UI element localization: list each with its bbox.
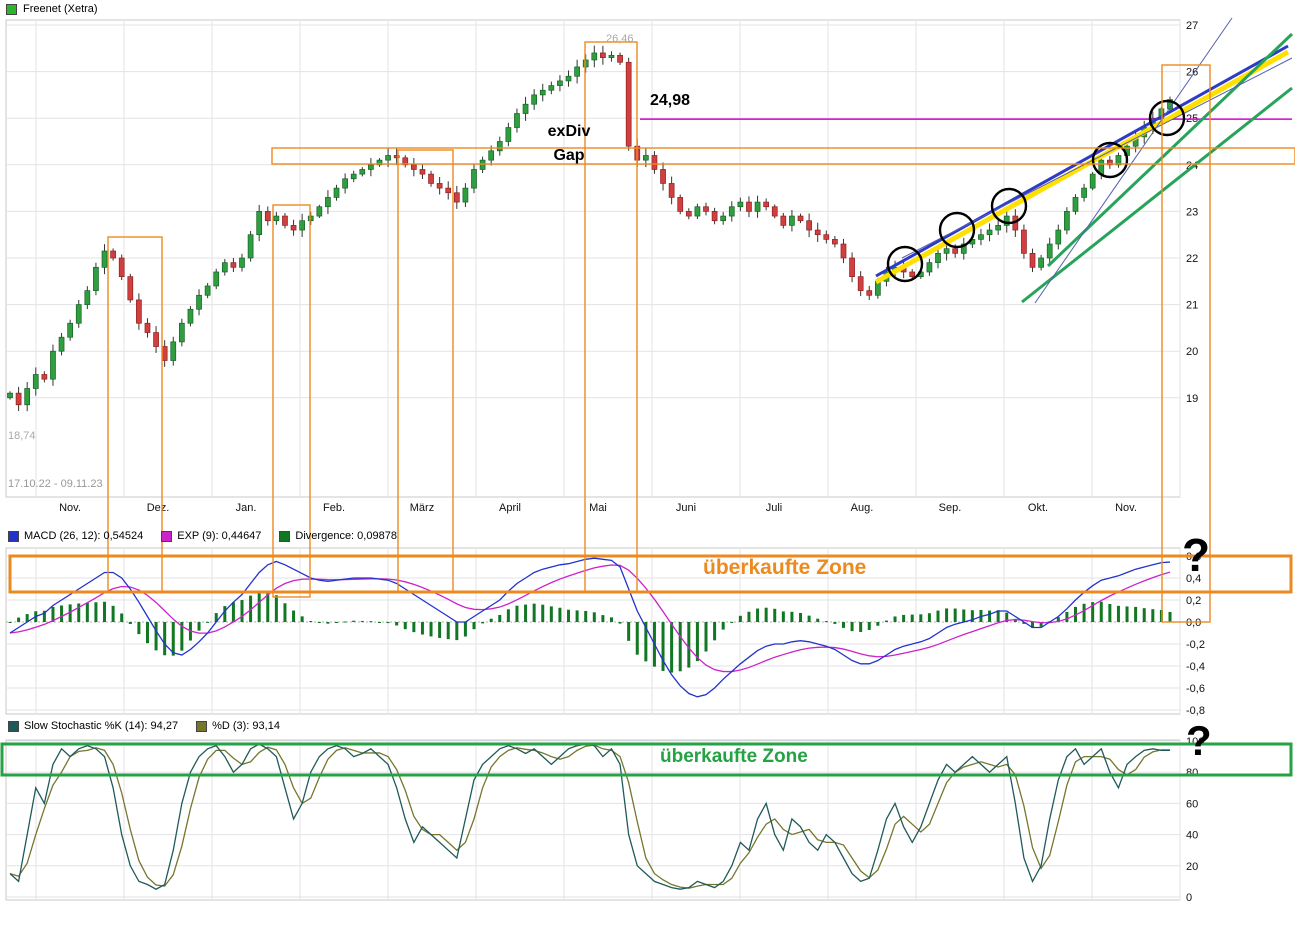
macd-divergence-legend-label: Divergence: 0,09878 — [295, 530, 397, 542]
macd-overbought-zone-label: überkaufte Zone — [703, 556, 867, 579]
svg-text:Mai: Mai — [589, 502, 607, 514]
svg-text:Aug.: Aug. — [851, 502, 874, 514]
svg-text:20: 20 — [1186, 346, 1198, 358]
svg-text:22: 22 — [1186, 253, 1198, 265]
macd-legend-item: MACD (26, 12): 0,54524 — [8, 530, 143, 542]
macd-overbought-box — [8, 554, 1293, 594]
svg-text:60: 60 — [1186, 798, 1198, 810]
svg-text:Sep.: Sep. — [939, 502, 962, 514]
svg-text:23: 23 — [1186, 206, 1198, 218]
stochastic-question-mark: ? — [1186, 717, 1212, 764]
macd-exp-legend-label: EXP (9): 0,44647 — [177, 530, 262, 542]
stochastic-d-swatch — [196, 720, 208, 732]
stochastic-legend: Slow Stochastic %K (14): 94,27 %D (3): 9… — [8, 720, 280, 732]
stochastic-k-line — [9, 743, 1170, 890]
macd-divergence-legend-item: Divergence: 0,09878 — [279, 530, 397, 542]
exdiv-gap-annotation: exDiv Gap — [524, 120, 614, 168]
svg-text:-0,8: -0,8 — [1186, 705, 1205, 717]
stochastic-k-swatch — [8, 720, 19, 732]
macd-divergence-swatch — [279, 530, 291, 542]
stochastic-k-legend-item: Slow Stochastic %K (14): 94,27 — [8, 720, 178, 732]
svg-text:Jan.: Jan. — [236, 502, 257, 514]
resistance-price-label: 24,98 — [650, 92, 691, 109]
macd-line — [9, 557, 1171, 698]
svg-text:Feb.: Feb. — [323, 502, 345, 514]
high-price-label: 26,46 — [606, 33, 634, 45]
svg-text:0: 0 — [1186, 892, 1192, 904]
svg-text:Juni: Juni — [676, 502, 696, 514]
macd-legend-label: MACD (26, 12): 0,54524 — [24, 530, 144, 542]
svg-text:Dez.: Dez. — [147, 502, 170, 514]
svg-text:Nov.: Nov. — [1115, 502, 1137, 514]
svg-text:Okt.: Okt. — [1028, 502, 1048, 514]
macd-exp-legend-item: EXP (9): 0,44647 — [161, 530, 261, 542]
stochastic-d-line — [9, 744, 1170, 889]
stochastic-d-legend-item: %D (3): 93,14 — [196, 720, 280, 732]
svg-text:-0,4: -0,4 — [1186, 661, 1205, 673]
trend-lines — [874, 17, 1294, 304]
stochastic-k-legend-label: Slow Stochastic %K (14): 94,27 — [24, 720, 179, 732]
svg-text:21: 21 — [1186, 300, 1198, 312]
macd-signal-swatch — [161, 530, 173, 542]
svg-text:0,0: 0,0 — [1186, 617, 1201, 629]
stochastic-overbought-box — [0, 742, 1293, 777]
svg-text:80: 80 — [1186, 767, 1198, 779]
svg-text:April: April — [499, 502, 521, 514]
svg-text:26: 26 — [1186, 67, 1198, 79]
month-labels: Nov. Dez. Jan. Feb. März April Mai Juni Juli Aug.… — [59, 502, 1137, 514]
low-price-label: 18,74 — [8, 430, 36, 442]
svg-text:40: 40 — [1186, 830, 1198, 842]
svg-text:27: 27 — [1186, 20, 1198, 32]
macd-legend: MACD (26, 12): 0,54524 EXP (9): 0,44647 … — [8, 530, 397, 542]
title-marker-icon — [6, 3, 17, 15]
svg-text:Juli: Juli — [766, 502, 783, 514]
svg-text:20: 20 — [1186, 861, 1198, 873]
chart-title-row: Freenet (Xetra) — [6, 3, 98, 15]
exdiv-annotation-line1: exDiv — [547, 123, 591, 140]
svg-text:-0,2: -0,2 — [1186, 639, 1205, 651]
macd-signal-line — [9, 564, 1171, 673]
axis-labels-layer: 2726252423222120190,60,40,20,0-0,2-0,4-0… — [1186, 20, 1205, 904]
chart-title: Freenet (Xetra) — [23, 3, 98, 15]
svg-text:März: März — [410, 502, 434, 514]
macd-line-swatch — [8, 530, 19, 542]
grid-layer — [5, 19, 1181, 901]
svg-text:19: 19 — [1186, 393, 1198, 405]
exdiv-annotation-line2: Gap — [553, 147, 585, 164]
macd-histogram — [8, 591, 1172, 673]
stochastic-d-legend-label: %D (3): 93,14 — [212, 720, 280, 732]
date-range-label: 17.10.22 - 09.11.23 — [8, 478, 103, 490]
candlesticks — [7, 45, 1173, 412]
macd-question-mark: ? — [1182, 529, 1211, 581]
annotation-circles — [886, 99, 1186, 283]
svg-text:0,4: 0,4 — [1186, 573, 1201, 585]
stochastic-overbought-zone-label: überkaufte Zone — [660, 746, 808, 767]
svg-text:Nov.: Nov. — [59, 502, 81, 514]
svg-text:-0,6: -0,6 — [1186, 683, 1205, 695]
svg-text:0,2: 0,2 — [1186, 595, 1201, 607]
